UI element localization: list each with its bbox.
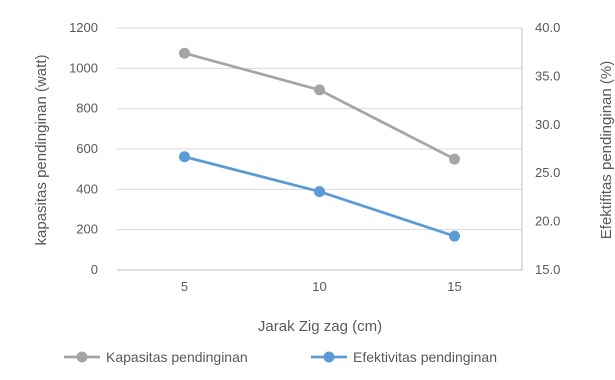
y2-tick-label: 40.0 [535, 20, 560, 35]
x-axis-title: Jarak Zig zag (cm) [258, 318, 382, 335]
data-point [449, 153, 460, 165]
legend-swatch-marker [323, 351, 335, 363]
y-tick-label: 200 [76, 222, 98, 237]
legend-label: Efektivitas pendinginan [353, 349, 497, 365]
x-tick-label: 5 [181, 279, 188, 294]
y-tick-label: 800 [76, 101, 98, 116]
y2-tick-label: 20.0 [535, 214, 560, 229]
legend-label: Kapasitas pendinginan [106, 349, 248, 365]
y2-tick-label: 35.0 [535, 68, 560, 83]
data-point [449, 230, 460, 242]
y-tick-label: 600 [76, 141, 98, 156]
series-line-0 [184, 51, 456, 161]
legend-swatch-marker [76, 351, 88, 363]
y2-axis-title: Efektifitas pendinginan (%) [598, 61, 615, 239]
series [179, 47, 460, 242]
y-tick-label: 0 [91, 262, 98, 277]
legend: Kapasitas pendinginan Efektivitas pending… [64, 349, 497, 365]
data-point [314, 84, 325, 96]
y-tick-label: 400 [76, 181, 98, 196]
data-point [314, 186, 325, 198]
data-point [179, 151, 190, 163]
axes: 0 200 400 600 800 1000 1200 15.0 20.0 25.0 30.0 35.… [69, 20, 560, 294]
y2-tick-label: 30.0 [535, 117, 560, 132]
gridlines [117, 27, 522, 231]
y-axis-title: kapasitas pendinginan (watt) [33, 55, 50, 246]
x-tick-label: 15 [447, 279, 461, 294]
y2-tick-label: 15.0 [535, 262, 560, 277]
data-point [179, 47, 190, 59]
y-tick-label: 1200 [69, 20, 98, 35]
y2-tick-label: 25.0 [535, 165, 560, 180]
y-tick-label: 1000 [69, 60, 98, 75]
x-tick-label: 10 [312, 279, 326, 294]
